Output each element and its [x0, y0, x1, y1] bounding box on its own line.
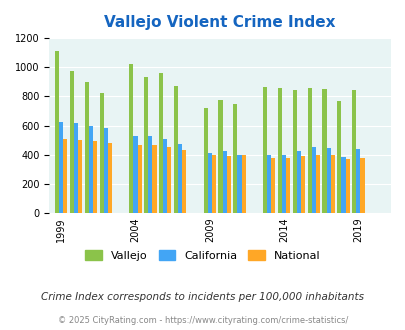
Bar — [108, 143, 112, 213]
Bar — [74, 123, 78, 213]
Bar — [360, 157, 364, 213]
Bar — [355, 149, 360, 213]
Bar — [89, 125, 93, 213]
Bar — [177, 145, 182, 213]
Bar — [167, 147, 171, 213]
Legend: Vallejo, California, National: Vallejo, California, National — [81, 246, 324, 265]
Bar — [292, 90, 296, 213]
Bar — [152, 145, 156, 213]
Bar — [266, 155, 271, 213]
Title: Vallejo Violent Crime Index: Vallejo Violent Crime Index — [104, 15, 335, 30]
Bar — [148, 136, 152, 213]
Bar — [159, 73, 163, 213]
Bar — [218, 100, 222, 213]
Bar — [232, 104, 237, 213]
Bar — [85, 82, 89, 213]
Bar — [330, 155, 334, 213]
Bar — [337, 101, 341, 213]
Bar — [271, 158, 275, 213]
Bar — [211, 155, 215, 213]
Bar — [300, 156, 305, 213]
Bar — [237, 155, 241, 213]
Bar — [241, 155, 245, 213]
Bar — [222, 151, 226, 213]
Text: © 2025 CityRating.com - https://www.cityrating.com/crime-statistics/: © 2025 CityRating.com - https://www.city… — [58, 315, 347, 325]
Bar — [129, 64, 133, 213]
Bar — [286, 157, 290, 213]
Bar — [341, 157, 345, 213]
Bar — [311, 148, 315, 213]
Bar — [70, 71, 74, 213]
Bar — [133, 136, 137, 213]
Bar — [78, 140, 82, 213]
Bar — [63, 139, 67, 213]
Bar — [182, 150, 186, 213]
Bar — [103, 128, 108, 213]
Bar — [307, 88, 311, 213]
Text: Crime Index corresponds to incidents per 100,000 inhabitants: Crime Index corresponds to incidents per… — [41, 292, 364, 302]
Bar — [296, 151, 300, 213]
Bar — [99, 93, 103, 213]
Bar — [144, 77, 148, 213]
Bar — [173, 86, 177, 213]
Bar — [163, 139, 167, 213]
Bar — [281, 155, 286, 213]
Bar — [93, 141, 97, 213]
Bar — [55, 51, 59, 213]
Bar — [207, 153, 211, 213]
Bar — [322, 89, 326, 213]
Bar — [326, 148, 330, 213]
Bar — [277, 88, 281, 213]
Bar — [315, 155, 319, 213]
Bar — [351, 90, 355, 213]
Bar — [226, 156, 230, 213]
Bar — [262, 87, 266, 213]
Bar — [203, 108, 207, 213]
Bar — [345, 159, 349, 213]
Bar — [59, 122, 63, 213]
Bar — [137, 145, 141, 213]
